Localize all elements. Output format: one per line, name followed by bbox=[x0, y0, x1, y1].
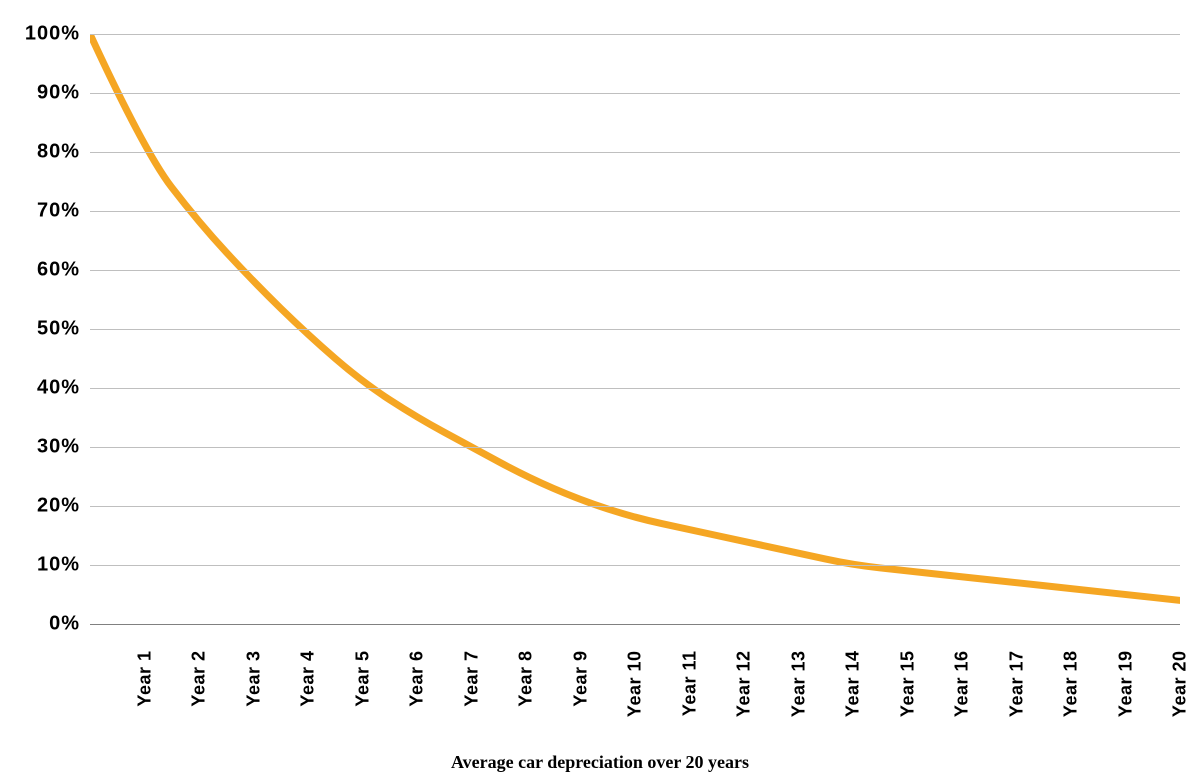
chart-container: 0%10%20%30%40%50%60%70%80%90%100% bbox=[10, 20, 1190, 630]
depreciation-line bbox=[90, 34, 1180, 600]
gridline bbox=[90, 624, 1180, 625]
x-tick-label: Year 8 bbox=[516, 651, 537, 707]
gridline bbox=[90, 329, 1180, 330]
y-tick-label: 50% bbox=[10, 318, 80, 341]
x-tick-label: Year 19 bbox=[1115, 651, 1136, 718]
gridline bbox=[90, 34, 1180, 35]
y-tick-label: 40% bbox=[10, 377, 80, 400]
gridline bbox=[90, 447, 1180, 448]
x-tick-label: Year 18 bbox=[1061, 651, 1082, 718]
y-tick-label: 60% bbox=[10, 259, 80, 282]
y-tick-label: 0% bbox=[10, 613, 80, 636]
chart-caption: Average car depreciation over 20 years bbox=[0, 752, 1200, 773]
y-tick-label: 20% bbox=[10, 495, 80, 518]
y-tick-label: 30% bbox=[10, 436, 80, 459]
x-tick-label: Year 1 bbox=[134, 651, 155, 707]
x-tick-label: Year 16 bbox=[952, 651, 973, 718]
y-tick-label: 70% bbox=[10, 200, 80, 223]
x-tick-label: Year 13 bbox=[788, 651, 809, 718]
x-tick-label: Year 4 bbox=[298, 651, 319, 707]
x-tick-label: Year 9 bbox=[570, 651, 591, 707]
x-tick-label: Year 15 bbox=[897, 651, 918, 718]
gridline bbox=[90, 565, 1180, 566]
y-tick-label: 10% bbox=[10, 554, 80, 577]
gridline bbox=[90, 388, 1180, 389]
gridline bbox=[90, 152, 1180, 153]
x-tick-label: Year 11 bbox=[679, 651, 700, 717]
y-tick-label: 80% bbox=[10, 141, 80, 164]
x-axis-labels: Year 1 Year 2 Year 3 Year 4 Year 5 Year 6 Year… bbox=[90, 640, 1180, 740]
y-tick-label: 90% bbox=[10, 82, 80, 105]
gridline bbox=[90, 270, 1180, 271]
gridline bbox=[90, 93, 1180, 94]
gridline bbox=[90, 211, 1180, 212]
x-tick-label: Year 20 bbox=[1170, 651, 1191, 718]
x-tick-label: Year 14 bbox=[843, 651, 864, 718]
x-tick-label: Year 6 bbox=[407, 651, 428, 707]
x-tick-label: Year 2 bbox=[189, 651, 210, 707]
x-tick-label: Year 10 bbox=[625, 651, 646, 718]
x-tick-label: Year 3 bbox=[243, 651, 264, 707]
gridline bbox=[90, 506, 1180, 507]
y-tick-label: 100% bbox=[10, 23, 80, 46]
x-tick-label: Year 17 bbox=[1006, 651, 1027, 718]
x-tick-label: Year 12 bbox=[734, 651, 755, 718]
x-tick-label: Year 7 bbox=[461, 651, 482, 707]
x-tick-label: Year 5 bbox=[352, 651, 373, 707]
